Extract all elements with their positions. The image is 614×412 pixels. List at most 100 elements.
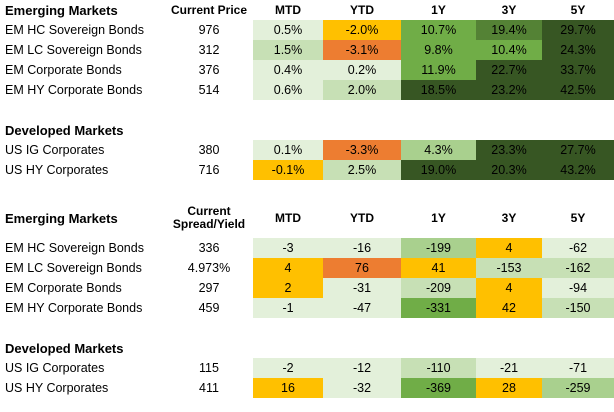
header-current-line: Current xyxy=(187,204,231,218)
spacer-row xyxy=(0,100,614,120)
header-ytd: YTD xyxy=(350,211,374,225)
ytd-cell: -32 xyxy=(323,378,401,398)
header-5y: 5Y xyxy=(570,3,586,17)
current-spread-cell: 297 xyxy=(198,281,220,295)
5y-cell: -150 xyxy=(542,298,614,318)
header-ytd: YTD xyxy=(350,3,374,17)
current-price-cell: 380 xyxy=(198,143,220,157)
5y-cell: 24.3% xyxy=(542,40,614,60)
mtd-cell: -0.1% xyxy=(253,160,323,180)
3y-cell: 22.7% xyxy=(476,60,542,80)
mtd-cell: -3 xyxy=(253,238,323,258)
3y-cell: 20.3% xyxy=(476,160,542,180)
table-row: EM Corporate Bonds 297 2 -31 -209 4 -94 xyxy=(0,278,614,298)
1y-cell: -369 xyxy=(401,378,476,398)
spacer-row xyxy=(0,180,614,198)
3y-cell: 19.4% xyxy=(476,20,542,40)
1y-cell: 9.8% xyxy=(401,40,476,60)
ytd-cell: -31 xyxy=(323,278,401,298)
current-spread-cell: 4.973% xyxy=(187,261,231,275)
5y-cell: 33.7% xyxy=(542,60,614,80)
header-3y: 3Y xyxy=(501,211,517,225)
row-label: EM HC Sovereign Bonds xyxy=(5,241,144,255)
section-title-em-spreads: Emerging Markets xyxy=(5,210,118,226)
ytd-cell: -3.1% xyxy=(323,40,401,60)
mtd-cell: 2 xyxy=(253,278,323,298)
current-price-cell: 514 xyxy=(198,83,220,97)
header-5y: 5Y xyxy=(570,211,586,225)
section-title-dm-returns: Developed Markets xyxy=(5,122,124,138)
section-title-row: Developed Markets xyxy=(0,120,614,140)
5y-cell: 29.7% xyxy=(542,20,614,40)
current-price-cell: 716 xyxy=(198,163,220,177)
table-row: EM LC Sovereign Bonds 312 1.5% -3.1% 9.8… xyxy=(0,40,614,60)
mtd-cell: 0.6% xyxy=(253,80,323,100)
table-row: EM HY Corporate Bonds 514 0.6% 2.0% 18.5… xyxy=(0,80,614,100)
header-spread-yield-line: Spread/Yield xyxy=(172,217,246,231)
mtd-cell: -1 xyxy=(253,298,323,318)
table-row: US HY Corporates 716 -0.1% 2.5% 19.0% 20… xyxy=(0,160,614,180)
1y-cell: 41 xyxy=(401,258,476,278)
header-mtd: MTD xyxy=(275,211,301,225)
5y-cell: -259 xyxy=(542,378,614,398)
current-spread-cell: 115 xyxy=(199,361,219,375)
1y-cell: -110 xyxy=(401,358,476,378)
header-mtd: MTD xyxy=(275,3,301,17)
mtd-cell: 0.4% xyxy=(253,60,323,80)
5y-cell: 43.2% xyxy=(542,160,614,180)
ytd-cell: -47 xyxy=(323,298,401,318)
5y-cell: -162 xyxy=(542,258,614,278)
5y-cell: -62 xyxy=(542,238,614,258)
row-label: US IG Corporates xyxy=(5,361,105,375)
header-current-spread-yield: Current Spread/Yield xyxy=(165,198,253,238)
ytd-cell: 2.0% xyxy=(323,80,401,100)
current-spread-cell: 411 xyxy=(199,381,219,395)
table-row: US IG Corporates 380 0.1% -3.3% 4.3% 23.… xyxy=(0,140,614,160)
section-title-dm-spreads: Developed Markets xyxy=(5,340,124,356)
ytd-cell: -3.3% xyxy=(323,140,401,160)
section-title-row: Developed Markets xyxy=(0,338,614,358)
1y-cell: 18.5% xyxy=(401,80,476,100)
row-label: EM Corporate Bonds xyxy=(5,63,122,77)
3y-cell: 4 xyxy=(476,278,542,298)
1y-cell: -209 xyxy=(401,278,476,298)
table-row: EM LC Sovereign Bonds 4.973% 4 76 41 -15… xyxy=(0,258,614,278)
mtd-cell: 1.5% xyxy=(253,40,323,60)
3y-cell: 28 xyxy=(476,378,542,398)
table-row: EM Corporate Bonds 376 0.4% 0.2% 11.9% 2… xyxy=(0,60,614,80)
ytd-cell: 76 xyxy=(323,258,401,278)
row-label: EM HY Corporate Bonds xyxy=(5,83,143,97)
current-price-cell: 976 xyxy=(198,23,220,37)
current-spread-cell: 336 xyxy=(198,241,220,255)
row-label: US HY Corporates xyxy=(5,163,109,177)
row-label: EM Corporate Bonds xyxy=(5,281,122,295)
header-current-price: Current Price xyxy=(170,3,248,17)
1y-cell: 10.7% xyxy=(401,20,476,40)
5y-cell: -94 xyxy=(542,278,614,298)
mtd-cell: 0.5% xyxy=(253,20,323,40)
section-title-em-returns: Emerging Markets xyxy=(5,2,118,18)
spacer-row xyxy=(0,318,614,338)
row-label: EM LC Sovereign Bonds xyxy=(5,43,142,57)
current-spread-cell: 459 xyxy=(198,301,220,315)
ytd-cell: 0.2% xyxy=(323,60,401,80)
3y-cell: -153 xyxy=(476,258,542,278)
ytd-cell: -12 xyxy=(323,358,401,378)
top-header-row: Emerging Markets Current Price MTD YTD 1… xyxy=(0,0,614,20)
3y-cell: 23.2% xyxy=(476,80,542,100)
row-label: US HY Corporates xyxy=(5,381,109,395)
current-price-cell: 376 xyxy=(198,63,220,77)
header-3y: 3Y xyxy=(501,3,517,17)
table-row: US HY Corporates 411 16 -32 -369 28 -259 xyxy=(0,378,614,398)
table-row: EM HY Corporate Bonds 459 -1 -47 -331 42… xyxy=(0,298,614,318)
1y-cell: 11.9% xyxy=(401,60,476,80)
market-performance-table: Emerging Markets Current Price MTD YTD 1… xyxy=(0,0,614,398)
1y-cell: 19.0% xyxy=(401,160,476,180)
3y-cell: 42 xyxy=(476,298,542,318)
3y-cell: 23.3% xyxy=(476,140,542,160)
3y-cell: -21 xyxy=(476,358,542,378)
row-label: EM LC Sovereign Bonds xyxy=(5,261,142,275)
ytd-cell: 2.5% xyxy=(323,160,401,180)
header-1y: 1Y xyxy=(431,211,446,225)
1y-cell: -199 xyxy=(401,238,476,258)
